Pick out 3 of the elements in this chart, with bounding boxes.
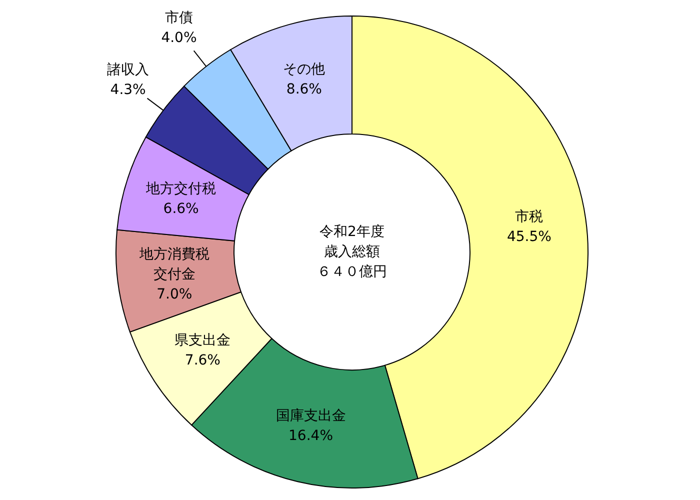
title: 令和2年度 xyxy=(320,224,384,240)
annotation: ６４０億円 xyxy=(317,264,387,280)
subtitle: 歳入総額 xyxy=(324,244,380,260)
